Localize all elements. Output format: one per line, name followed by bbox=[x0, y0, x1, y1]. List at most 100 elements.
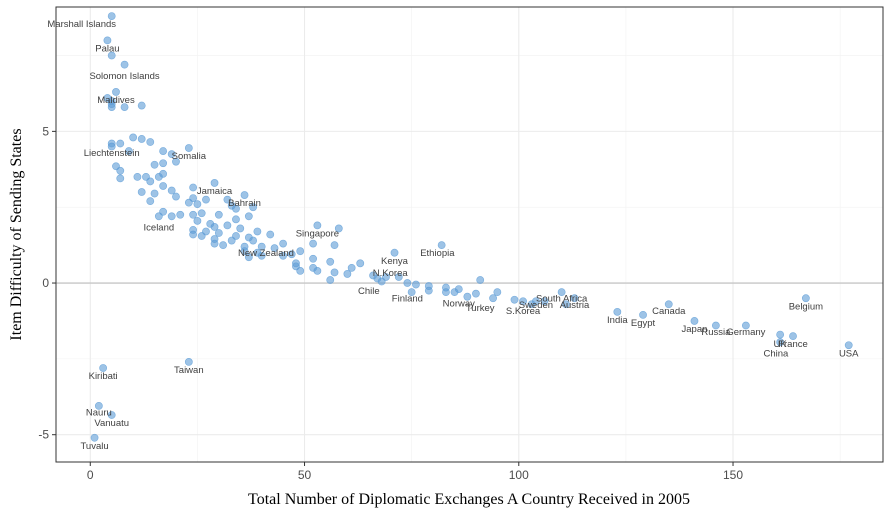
point-label: China bbox=[763, 348, 789, 359]
data-point bbox=[476, 276, 485, 284]
point-label: Austria bbox=[560, 300, 590, 311]
data-point bbox=[189, 183, 198, 192]
data-point bbox=[562, 300, 570, 309]
data-point bbox=[347, 263, 356, 272]
data-point bbox=[116, 139, 125, 148]
data-point bbox=[313, 266, 322, 275]
data-point bbox=[137, 188, 146, 196]
data-point bbox=[463, 292, 472, 301]
data-point bbox=[146, 138, 155, 146]
data-point bbox=[189, 230, 198, 239]
x-tick-label: 0 bbox=[87, 468, 94, 482]
data-point bbox=[343, 270, 352, 278]
point-label: Turkey bbox=[466, 303, 495, 314]
data-point bbox=[801, 294, 810, 303]
data-point bbox=[489, 294, 497, 303]
point-label: Liechtenstein bbox=[84, 148, 140, 159]
data-point bbox=[193, 200, 202, 209]
data-point bbox=[232, 215, 240, 224]
point-label: Kenya bbox=[381, 256, 409, 267]
y-tick-label: 0 bbox=[42, 276, 49, 290]
data-point bbox=[133, 172, 142, 181]
data-point bbox=[184, 357, 193, 366]
data-point bbox=[639, 310, 647, 319]
data-point bbox=[279, 239, 288, 248]
data-point bbox=[107, 12, 116, 20]
data-point bbox=[472, 289, 480, 298]
point-label: Maldives bbox=[97, 95, 135, 106]
data-point bbox=[741, 321, 750, 330]
data-point bbox=[167, 150, 176, 159]
data-point bbox=[210, 223, 219, 231]
data-point bbox=[184, 198, 193, 207]
point-label: Belgium bbox=[789, 301, 823, 312]
x-axis-ticks: 0 50 100 150 bbox=[87, 462, 743, 482]
data-point bbox=[309, 239, 317, 248]
data-point bbox=[176, 210, 185, 219]
data-point bbox=[776, 330, 785, 339]
data-point bbox=[330, 268, 339, 277]
data-point bbox=[112, 88, 120, 96]
data-point bbox=[197, 232, 206, 240]
data-point bbox=[120, 103, 129, 111]
data-point bbox=[146, 197, 155, 206]
point-label: France bbox=[778, 339, 808, 350]
data-point bbox=[326, 276, 335, 284]
point-label: Somalia bbox=[172, 151, 207, 162]
point-label: New Zealand bbox=[238, 248, 294, 259]
point-label: Iceland bbox=[144, 222, 175, 233]
data-point bbox=[116, 174, 125, 183]
y-axis-title: Item Difficulty of Sending States bbox=[8, 128, 25, 340]
data-point bbox=[334, 224, 343, 233]
data-point bbox=[159, 147, 168, 155]
point-label: South Africa bbox=[536, 294, 588, 305]
data-point bbox=[146, 177, 155, 186]
data-point bbox=[137, 135, 146, 143]
panel-border bbox=[55, 6, 884, 463]
data-point bbox=[129, 133, 138, 142]
data-point bbox=[219, 241, 228, 250]
data-point bbox=[116, 166, 125, 175]
data-point bbox=[330, 241, 339, 250]
data-point bbox=[527, 300, 536, 309]
data-point bbox=[150, 160, 159, 169]
data-point bbox=[510, 295, 519, 304]
data-point bbox=[249, 236, 258, 245]
point-label: Palau bbox=[95, 43, 119, 54]
data-point bbox=[442, 288, 450, 297]
data-point bbox=[690, 317, 699, 325]
data-point bbox=[249, 203, 258, 212]
data-point bbox=[253, 227, 262, 236]
data-point bbox=[223, 195, 232, 204]
data-point bbox=[266, 230, 275, 239]
data-point bbox=[167, 186, 176, 195]
data-point bbox=[227, 236, 236, 245]
data-point bbox=[210, 239, 219, 248]
data-point bbox=[159, 159, 168, 168]
point-label: Germany bbox=[726, 327, 765, 338]
point-label: Chile bbox=[358, 286, 380, 297]
data-point bbox=[124, 147, 133, 155]
data-point bbox=[493, 288, 502, 297]
data-point bbox=[450, 288, 459, 297]
data-point bbox=[240, 191, 249, 199]
data-point bbox=[172, 192, 180, 201]
point-label: Bahrain bbox=[228, 198, 261, 209]
point-label: Russia bbox=[701, 327, 731, 338]
point-label: S.Korea bbox=[506, 306, 541, 317]
data-point bbox=[412, 280, 420, 289]
data-point bbox=[99, 364, 108, 372]
data-point bbox=[270, 244, 279, 253]
y-tick-label: 5 bbox=[42, 124, 49, 138]
data-point bbox=[223, 221, 232, 230]
data-point bbox=[407, 288, 416, 297]
data-point bbox=[150, 189, 159, 198]
data-point bbox=[570, 294, 579, 303]
data-point bbox=[154, 212, 163, 221]
point-label: Sweden bbox=[519, 300, 553, 311]
data-point bbox=[197, 209, 206, 218]
point-label: India bbox=[607, 315, 628, 326]
data-point bbox=[184, 144, 193, 152]
data-point bbox=[711, 321, 720, 330]
data-point bbox=[279, 251, 288, 260]
